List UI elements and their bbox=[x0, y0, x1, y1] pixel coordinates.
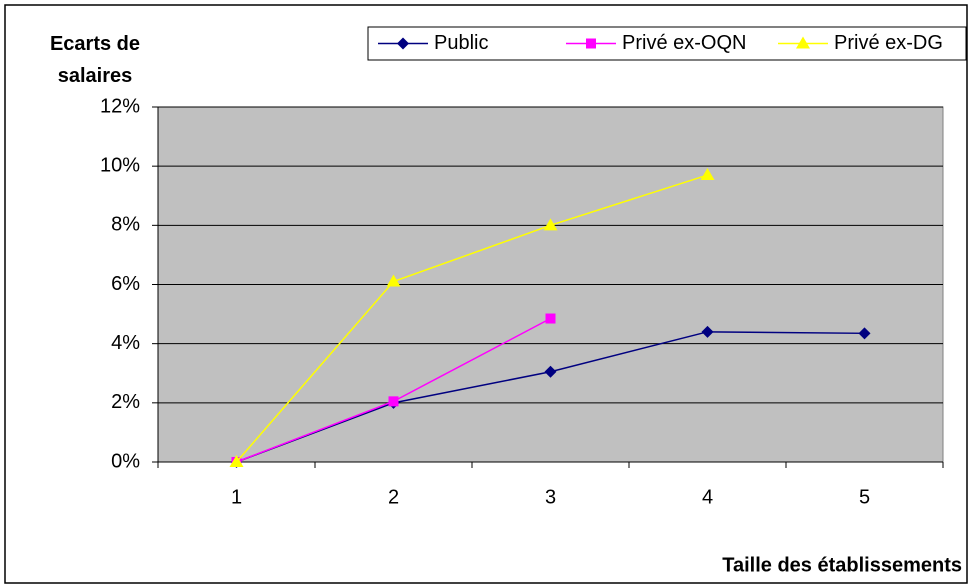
y-tick-label: 10% bbox=[100, 154, 140, 176]
legend-marker bbox=[796, 36, 810, 49]
y-tick-label: 6% bbox=[111, 273, 140, 295]
marker bbox=[545, 313, 556, 324]
legend-box bbox=[367, 26, 967, 61]
x-axis-title: Taille des établissements bbox=[722, 554, 962, 576]
legend-label: Privé ex-DG bbox=[834, 32, 943, 54]
y-tick-label: 12% bbox=[100, 95, 140, 117]
marker bbox=[229, 455, 244, 467]
marker bbox=[700, 168, 715, 181]
x-tick-label: 1 bbox=[231, 486, 242, 508]
x-tick-label: 3 bbox=[545, 486, 556, 508]
y-axis-title: Ecarts de salaires bbox=[49, 33, 141, 87]
marker bbox=[386, 274, 401, 287]
legend-label: Privé ex-OQN bbox=[622, 32, 746, 54]
y-tick-label: 2% bbox=[111, 391, 140, 413]
chart-border bbox=[4, 4, 968, 584]
marker bbox=[544, 365, 557, 378]
legend-label: Public bbox=[434, 32, 488, 54]
y-tick-label: 4% bbox=[111, 332, 140, 354]
y-tick-label: 0% bbox=[111, 450, 140, 472]
marker bbox=[858, 327, 871, 340]
marker bbox=[543, 218, 558, 231]
marker bbox=[388, 396, 399, 407]
legend-marker bbox=[586, 38, 596, 49]
x-tick-label: 2 bbox=[388, 486, 399, 508]
y-tick-label: 8% bbox=[111, 214, 140, 236]
x-tick-label: 5 bbox=[859, 486, 870, 508]
marker bbox=[701, 325, 714, 338]
x-tick-label: 4 bbox=[702, 486, 713, 508]
legend-marker bbox=[397, 37, 409, 50]
series-line bbox=[235, 174, 708, 463]
